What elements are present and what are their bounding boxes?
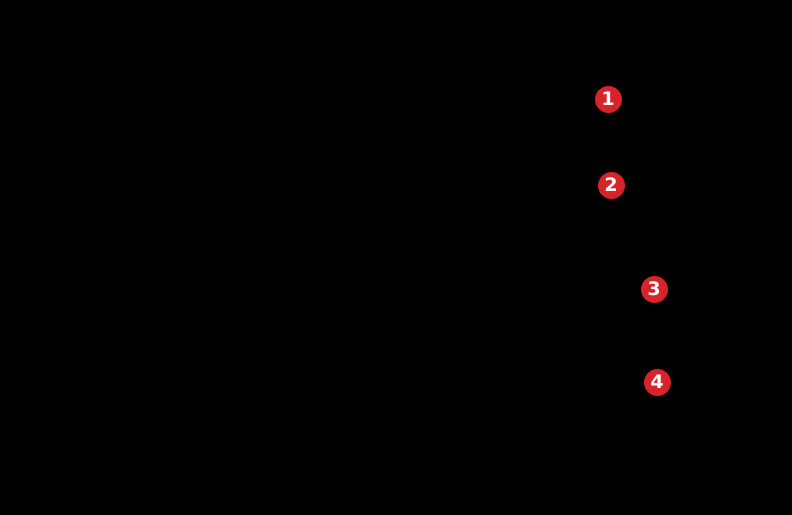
annotation-badge-label: 3 bbox=[647, 277, 661, 300]
annotation-badge-label: 2 bbox=[604, 173, 618, 196]
annotation-badge-4[interactable]: 4 bbox=[643, 368, 671, 396]
annotation-badge-3[interactable]: 3 bbox=[640, 275, 668, 303]
annotation-badge-label: 1 bbox=[601, 87, 615, 110]
annotation-badge-2[interactable]: 2 bbox=[597, 171, 625, 199]
annotation-badge-label: 4 bbox=[650, 370, 664, 393]
annotation-badge-1[interactable]: 1 bbox=[594, 85, 622, 113]
